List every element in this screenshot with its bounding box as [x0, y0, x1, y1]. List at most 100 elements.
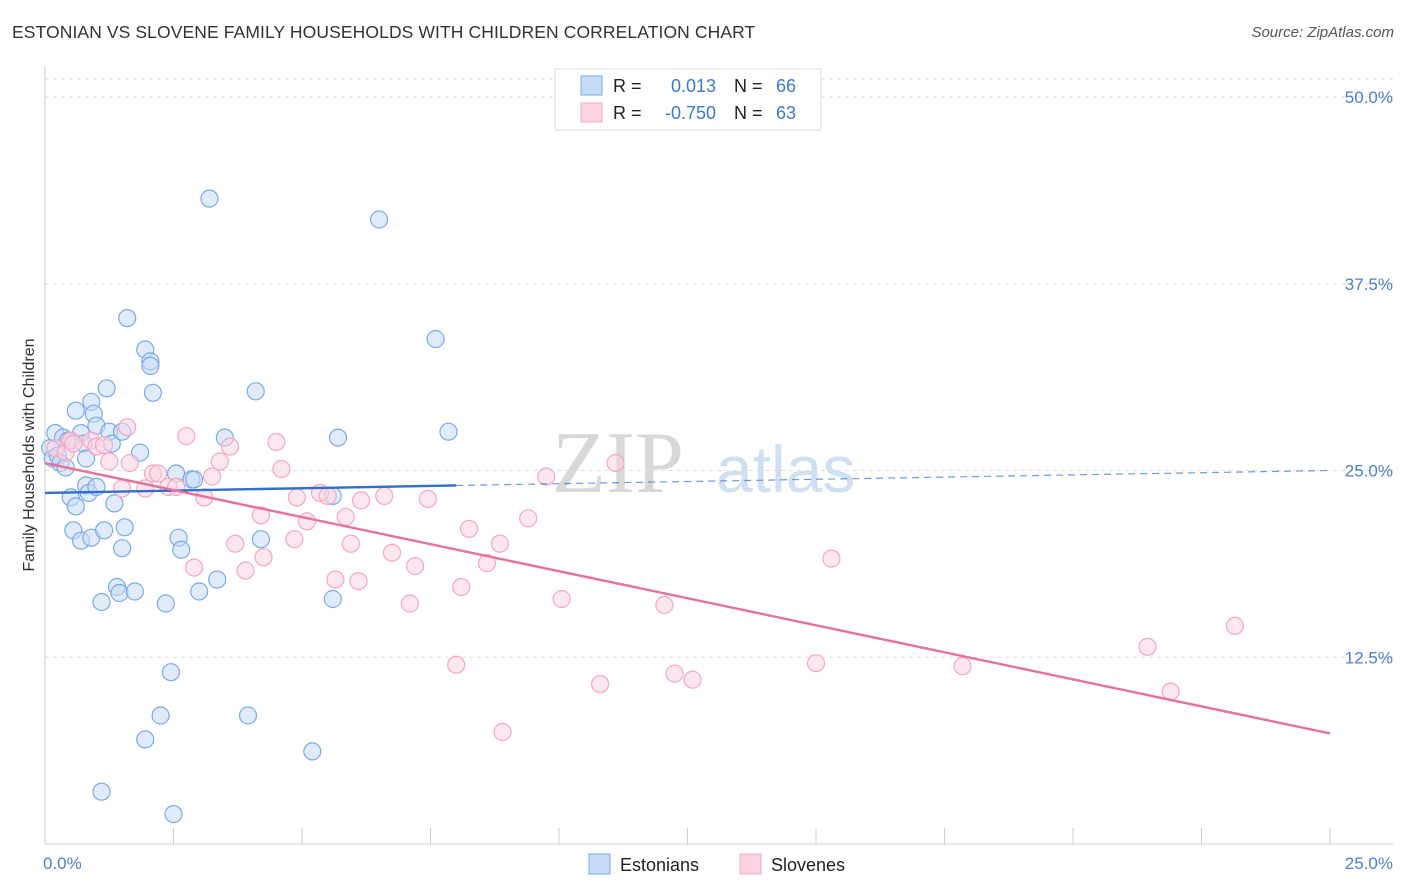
point-slovenes — [349, 571, 368, 591]
point-estonians — [323, 589, 342, 609]
point-slovenes — [298, 512, 317, 531]
point-estonians — [76, 449, 96, 468]
point-slovenes — [537, 467, 556, 486]
point-slovenes — [267, 433, 286, 452]
point-slovenes — [318, 486, 337, 505]
point-slovenes — [655, 595, 674, 615]
point-estonians — [370, 210, 389, 229]
y-tick-label: 12.5% — [1345, 648, 1393, 667]
point-slovenes — [272, 459, 291, 479]
y-axis-label: Family Households with Children — [21, 339, 38, 572]
point-slovenes — [341, 534, 360, 553]
bottom-legend-label-estonians: Estonians — [620, 855, 699, 875]
point-slovenes — [665, 664, 684, 683]
source-note: Source: ZipAtlas.com — [1251, 24, 1394, 41]
trend-line-estonians — [44, 484, 457, 495]
point-estonians — [328, 428, 348, 447]
point-slovenes — [326, 570, 345, 589]
point-slovenes — [606, 453, 625, 473]
point-estonians — [208, 570, 227, 589]
point-estonians — [125, 582, 144, 601]
point-estonians — [251, 530, 270, 549]
point-slovenes — [118, 418, 137, 437]
point-estonians — [66, 497, 85, 516]
data-points — [40, 189, 1245, 824]
point-slovenes — [477, 553, 497, 573]
point-estonians — [94, 521, 114, 540]
point-slovenes — [460, 519, 479, 538]
y-tick-label: 37.5% — [1345, 275, 1393, 294]
legend-r-label-1: R = — [613, 76, 642, 96]
point-slovenes — [185, 558, 204, 577]
point-estonians — [238, 706, 258, 725]
point-estonians — [92, 782, 111, 801]
point-slovenes — [447, 655, 466, 674]
point-slovenes — [418, 489, 437, 508]
point-slovenes — [94, 436, 114, 455]
legend-swatch-estonians — [580, 75, 603, 96]
point-estonians — [115, 518, 134, 537]
x-tick-label-min: 0.0% — [43, 854, 82, 873]
point-estonians — [97, 379, 116, 398]
point-slovenes — [287, 488, 306, 507]
point-estonians — [110, 583, 129, 603]
bottom-legend-swatch-slovenes — [739, 853, 762, 875]
legend-n-label-2: N = — [734, 103, 763, 123]
y-tick-label: 50.0% — [1345, 88, 1393, 107]
point-slovenes — [406, 556, 425, 576]
point-slovenes — [1138, 637, 1157, 656]
trend-line-slovenes — [44, 461, 1331, 735]
bottom-legend-swatch-estonians — [588, 853, 611, 875]
point-estonians — [66, 401, 85, 420]
point-estonians — [151, 706, 170, 725]
point-slovenes — [236, 561, 255, 580]
point-slovenes — [251, 506, 270, 525]
point-slovenes — [336, 507, 355, 526]
point-estonians — [164, 804, 183, 824]
point-estonians — [246, 382, 265, 401]
point-slovenes — [203, 467, 222, 486]
point-slovenes — [226, 534, 245, 553]
point-slovenes — [519, 509, 538, 528]
point-estonians — [92, 592, 111, 612]
legend-r-label-2: R = — [613, 103, 642, 123]
point-estonians — [190, 582, 209, 601]
point-slovenes — [490, 534, 509, 553]
point-slovenes — [400, 594, 419, 613]
point-estonians — [439, 422, 458, 441]
point-slovenes — [149, 464, 168, 483]
point-slovenes — [552, 589, 571, 609]
y-tick-label: 25.0% — [1345, 462, 1393, 481]
point-slovenes — [1225, 616, 1245, 636]
point-estonians — [161, 663, 180, 682]
legend-n-label-1: N = — [734, 76, 763, 96]
chart-title: ESTONIAN VS SLOVENE FAMILY HOUSEHOLDS WI… — [12, 22, 756, 42]
point-slovenes — [210, 452, 229, 471]
point-estonians — [141, 356, 160, 375]
point-slovenes — [452, 577, 471, 597]
stats-legend: R = 0.013 N = 66 R = -0.750 N = 63 — [554, 68, 822, 131]
legend-n-value-2: 63 — [776, 103, 796, 123]
point-slovenes — [64, 434, 83, 453]
point-slovenes — [806, 654, 826, 673]
bottom-legend-label-slovenes: Slovenes — [771, 855, 845, 875]
watermark-atlas: atlas — [716, 432, 855, 506]
point-estonians — [156, 594, 175, 613]
point-slovenes — [493, 722, 512, 742]
point-slovenes — [352, 491, 371, 510]
point-slovenes — [177, 427, 196, 446]
point-slovenes — [382, 543, 402, 562]
point-slovenes — [953, 657, 972, 676]
point-slovenes — [220, 437, 240, 456]
point-estonians — [136, 730, 155, 749]
point-slovenes — [590, 674, 610, 694]
point-estonians — [303, 742, 322, 761]
point-slovenes — [254, 548, 273, 567]
point-estonians — [200, 189, 219, 208]
x-tick-label-max: 25.0% — [1345, 854, 1393, 873]
point-estonians — [143, 383, 162, 402]
point-estonians — [172, 540, 191, 559]
point-estonians — [185, 470, 204, 489]
point-slovenes — [375, 486, 394, 505]
